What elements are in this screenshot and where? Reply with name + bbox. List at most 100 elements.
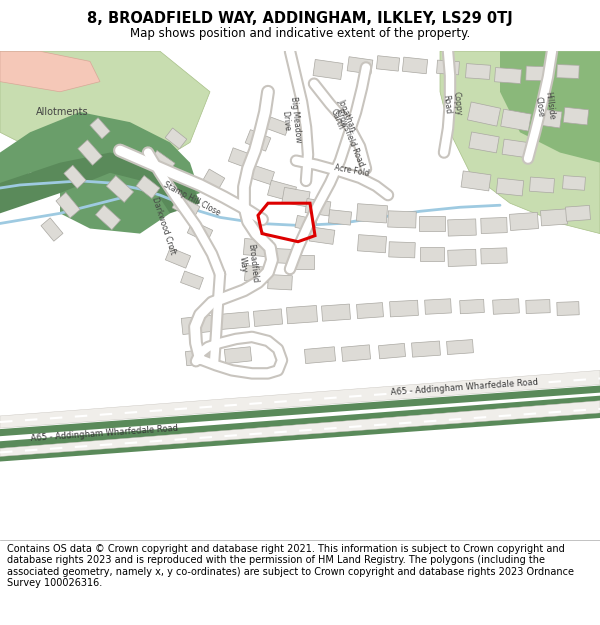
Bar [250, 165, 274, 184]
Bar [526, 66, 550, 81]
Bar [41, 218, 63, 241]
Bar [181, 315, 215, 334]
Polygon shape [0, 51, 100, 92]
Bar [64, 165, 86, 189]
Bar [172, 195, 200, 219]
Text: Broadfield
Way: Broadfield Way [236, 244, 260, 284]
Bar [181, 271, 203, 289]
Bar [446, 339, 473, 354]
Bar [166, 248, 191, 268]
Bar [165, 128, 187, 149]
Bar [253, 309, 283, 326]
Bar [290, 256, 314, 269]
Bar [469, 132, 499, 153]
Bar [136, 176, 160, 198]
Bar [266, 248, 293, 264]
Text: Acre Fold: Acre Fold [334, 163, 370, 178]
Bar [185, 349, 215, 366]
Bar [90, 118, 110, 139]
Bar [268, 274, 292, 290]
Bar [78, 140, 102, 165]
Text: Jonathan
Garth: Jonathan Garth [326, 98, 358, 136]
Polygon shape [0, 401, 600, 456]
Bar [376, 56, 400, 71]
Bar [419, 216, 445, 231]
Bar [501, 109, 531, 131]
Bar [389, 300, 418, 317]
Bar [494, 68, 521, 84]
Bar [313, 59, 343, 79]
Bar [403, 57, 428, 74]
Bar [266, 117, 289, 136]
Text: A65 - Addingham Wharfedale Road: A65 - Addingham Wharfedale Road [30, 424, 178, 442]
Text: Hillside
Close: Hillside Close [533, 91, 557, 121]
Bar [56, 192, 80, 218]
Bar [295, 216, 317, 231]
Bar [224, 347, 251, 364]
Bar [304, 347, 335, 364]
Bar [282, 188, 310, 207]
Polygon shape [60, 173, 170, 234]
Polygon shape [0, 112, 200, 203]
Polygon shape [0, 371, 600, 428]
Bar [106, 176, 134, 203]
Text: Map shows position and indicative extent of the property.: Map shows position and indicative extent… [130, 27, 470, 40]
Bar [557, 302, 579, 316]
Bar [388, 211, 416, 228]
Bar [203, 169, 225, 189]
Text: Darkwood Croft: Darkwood Croft [151, 196, 178, 256]
Text: A65 - Addingham Wharfedale Road: A65 - Addingham Wharfedale Road [390, 378, 538, 398]
Bar [502, 139, 530, 158]
Bar [526, 299, 550, 314]
Text: 8, BROADFIELD WAY, ADDINGHAM, ILKLEY, LS29 0TJ: 8, BROADFIELD WAY, ADDINGHAM, ILKLEY, LS… [87, 11, 513, 26]
Polygon shape [0, 386, 600, 436]
Text: Coppy
Road: Coppy Road [441, 91, 463, 117]
Bar [448, 249, 476, 266]
Bar [268, 180, 296, 202]
Bar [379, 343, 406, 359]
Bar [389, 242, 415, 258]
Text: Stamp Hill Close: Stamp Hill Close [162, 181, 222, 218]
Bar [95, 205, 121, 230]
Polygon shape [440, 51, 600, 234]
Bar [530, 177, 554, 193]
Bar [437, 60, 460, 75]
Bar [412, 341, 440, 357]
Text: Browsfield Road: Browsfield Road [334, 107, 365, 168]
Bar [286, 306, 317, 324]
Bar [356, 302, 383, 319]
Bar [466, 64, 490, 79]
Bar [496, 178, 524, 196]
Bar [328, 209, 352, 225]
Bar [305, 199, 331, 216]
Bar [218, 312, 250, 329]
Bar [358, 234, 386, 253]
Bar [229, 148, 256, 169]
Bar [481, 248, 507, 264]
Bar [309, 227, 335, 244]
Polygon shape [0, 396, 600, 461]
Bar [322, 304, 350, 321]
Bar [149, 151, 175, 175]
Bar [341, 345, 371, 361]
Bar [563, 176, 586, 190]
Bar [244, 266, 272, 283]
Bar [541, 209, 568, 226]
Text: Contains OS data © Crown copyright and database right 2021. This information is : Contains OS data © Crown copyright and d… [7, 544, 574, 588]
Bar [356, 204, 388, 223]
Bar [244, 239, 272, 257]
Bar [461, 171, 491, 191]
Bar [460, 299, 484, 314]
Bar [566, 206, 590, 221]
Bar [481, 217, 507, 234]
Bar [245, 129, 271, 151]
Polygon shape [500, 51, 600, 162]
Bar [347, 57, 373, 74]
Bar [425, 299, 451, 314]
Bar [187, 221, 213, 243]
Text: Allotments: Allotments [35, 107, 88, 117]
Bar [493, 299, 520, 314]
Bar [420, 247, 444, 261]
Bar [563, 107, 589, 125]
Bar [557, 64, 579, 79]
